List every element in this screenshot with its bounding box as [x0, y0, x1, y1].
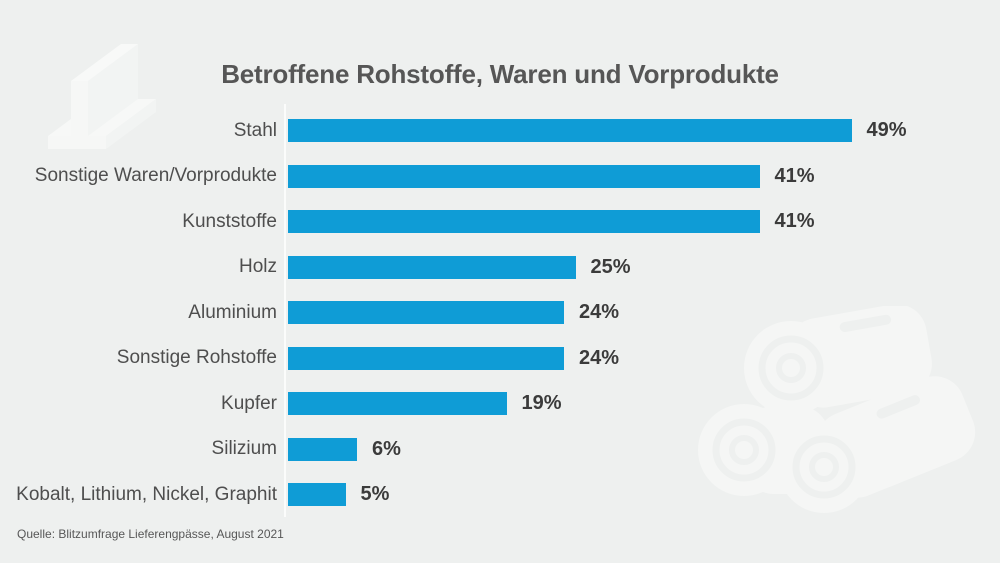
value-label: 6% — [372, 437, 401, 460]
value-label: 25% — [590, 255, 631, 278]
category-label: Kupfer — [221, 392, 277, 414]
chart-row: Kupfer 19% — [0, 381, 1000, 427]
bar-wrap: 25% — [288, 255, 631, 279]
chart-title: Betroffene Rohstoffe, Waren und Vorprodu… — [221, 59, 779, 90]
bar — [288, 301, 564, 325]
chart-row: Sonstige Waren/Vorprodukte 41% — [0, 154, 1000, 200]
chart-row: Holz 25% — [0, 245, 1000, 291]
bar-wrap: 41% — [288, 210, 815, 234]
value-label: 19% — [521, 392, 562, 415]
bar — [288, 483, 346, 507]
value-label: 41% — [774, 164, 815, 187]
chart-row: Silizium 6% — [0, 427, 1000, 473]
category-label: Silizium — [211, 438, 277, 460]
category-label: Stahl — [233, 119, 277, 141]
source-note: Quelle: Blitzumfrage Lieferengpässe, Aug… — [17, 527, 284, 541]
bar-wrap: 19% — [288, 392, 562, 416]
chart-row: Stahl 49% — [0, 108, 1000, 154]
bar-wrap: 24% — [288, 346, 620, 370]
bar-wrap: 49% — [288, 119, 907, 143]
category-label: Kobalt, Lithium, Nickel, Graphit — [16, 483, 277, 505]
chart-rows: Stahl 49% Sonstige Waren/Vorprodukte 41% Kun… — [0, 108, 1000, 518]
bar — [288, 164, 760, 188]
value-label: 5% — [360, 483, 390, 506]
value-label: 41% — [774, 210, 815, 233]
bar-chart: Stahl 49% Sonstige Waren/Vorprodukte 41% Kun… — [0, 108, 1000, 518]
category-label: Kunststoffe — [182, 210, 277, 232]
category-label: Holz — [238, 256, 277, 278]
chart-row: Kunststoffe 41% — [0, 199, 1000, 245]
value-label: 24% — [579, 301, 620, 324]
value-label: 49% — [866, 119, 907, 142]
category-label: Aluminium — [188, 301, 277, 323]
bar — [288, 255, 576, 279]
bar — [288, 437, 357, 461]
bar — [288, 392, 507, 416]
bar-wrap: 5% — [288, 483, 390, 507]
bar — [288, 210, 760, 234]
bar-wrap: 24% — [288, 301, 620, 325]
bar — [288, 346, 564, 370]
category-label: Sonstige Rohstoffe — [116, 347, 277, 369]
bar — [288, 119, 852, 143]
chart-row: Sonstige Rohstoffe 24% — [0, 336, 1000, 382]
category-label: Sonstige Waren/Vorprodukte — [34, 165, 277, 187]
bar-wrap: 41% — [288, 164, 815, 188]
chart-row: Kobalt, Lithium, Nickel, Graphit 5% — [0, 472, 1000, 518]
chart-row: Aluminium 24% — [0, 290, 1000, 336]
value-label: 24% — [579, 346, 620, 369]
y-axis-line — [284, 104, 286, 517]
bar-wrap: 6% — [288, 437, 401, 461]
